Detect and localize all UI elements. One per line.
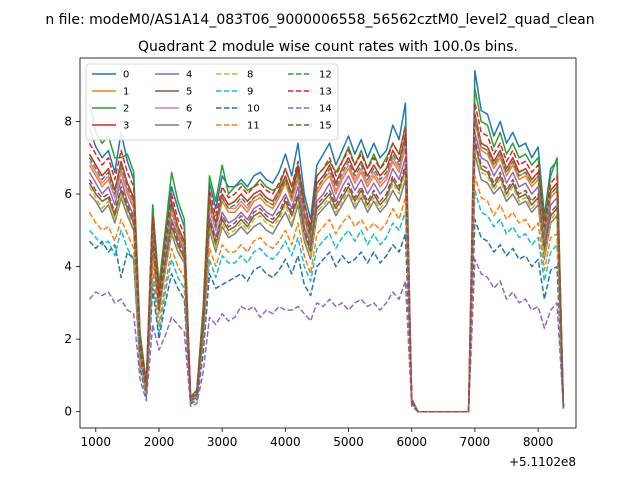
- legend-label-11: 11: [247, 121, 260, 132]
- series-line-8: [88, 146, 565, 413]
- x-tick-label: 3000: [207, 435, 238, 449]
- suptitle: n file: modeM0/AS1A14_083T06_9000006558_…: [45, 12, 594, 28]
- series-layer: [88, 69, 565, 413]
- legend-label-15: 15: [319, 121, 332, 132]
- y-axis: 0 2 4 6 8: [64, 114, 80, 419]
- x-tick-label: 1000: [81, 435, 112, 449]
- y-tick-label: 0: [64, 405, 72, 419]
- legend-label-10: 10: [247, 104, 260, 115]
- legend-label-1: 1: [123, 87, 129, 98]
- legend-label-4: 4: [186, 70, 192, 81]
- legend-label-12: 12: [319, 70, 332, 81]
- x-offset-label: +5.1102e8: [509, 455, 576, 469]
- x-tick-label: 6000: [396, 435, 427, 449]
- x-axis: 1000 2000 3000 4000 5000 6000 7000 8000: [81, 428, 554, 449]
- legend-label-13: 13: [319, 87, 332, 98]
- legend-label-0: 0: [123, 70, 129, 81]
- y-tick-label: 6: [64, 187, 72, 201]
- plot-frame: [79, 57, 577, 429]
- series-line-9: [88, 189, 565, 413]
- x-tick-label: 2000: [144, 435, 175, 449]
- x-tick-label: 4000: [270, 435, 301, 449]
- legend-label-7: 7: [186, 121, 192, 132]
- legend-label-9: 9: [247, 87, 253, 98]
- y-tick-label: 2: [64, 332, 72, 346]
- chart-title: Quadrant 2 module wise count rates with …: [138, 39, 518, 55]
- series-line-12: [88, 117, 565, 413]
- series-line-10: [88, 218, 565, 413]
- series-line-13: [88, 102, 565, 413]
- legend-label-2: 2: [123, 104, 129, 115]
- series-line-11: [88, 175, 565, 413]
- x-tick-label: 8000: [523, 435, 554, 449]
- series-line-15: [88, 138, 565, 413]
- series-line-0: [88, 69, 565, 413]
- legend-label-6: 6: [186, 104, 192, 115]
- legend-label-5: 5: [186, 87, 192, 98]
- y-tick-label: 8: [64, 114, 72, 128]
- series-line-14: [88, 258, 565, 413]
- series-line-2: [88, 88, 565, 413]
- legend-label-8: 8: [247, 70, 253, 81]
- legend-label-3: 3: [123, 121, 129, 132]
- legend-label-14: 14: [319, 104, 332, 115]
- x-tick-label: 7000: [460, 435, 491, 449]
- x-tick-label: 5000: [333, 435, 364, 449]
- legend-frame: [85, 63, 339, 141]
- y-tick-label: 4: [64, 260, 72, 274]
